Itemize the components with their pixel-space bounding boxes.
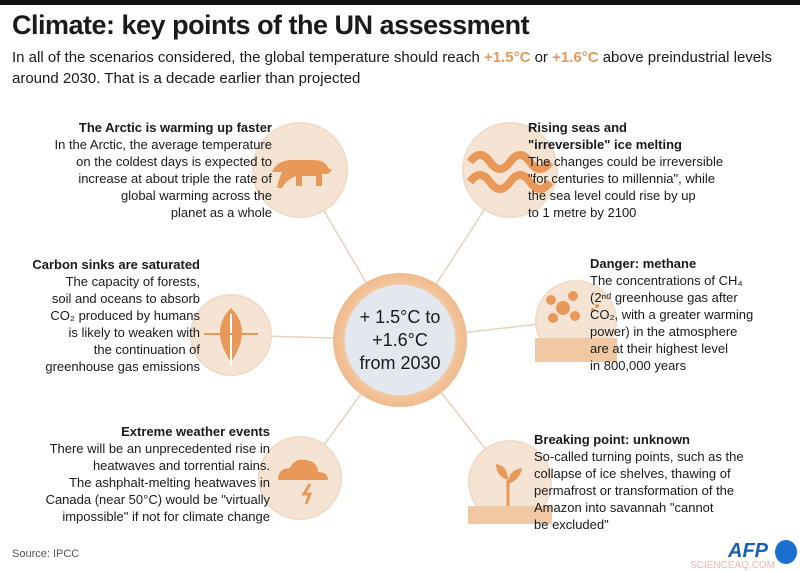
point-arctic: The Arctic is warming up faster In the A… <box>54 119 272 221</box>
point-text: is likely to weaken with <box>68 325 201 340</box>
subtitle: In all of the scenarios considered, the … <box>12 47 792 89</box>
highlight-1-6: +1.6°C <box>552 49 599 66</box>
polar-bear-icon <box>252 122 348 218</box>
globe: + 1.5°C to +1.6°C from 2030 <box>345 285 455 395</box>
point-title: Rising seas and <box>528 120 627 135</box>
storm-cloud-icon <box>258 436 342 520</box>
point-title: "irreversible" ice melting <box>528 137 682 152</box>
center-line: + 1.5°C to <box>359 306 441 327</box>
point-text: greenhouse gas emissions <box>45 359 200 374</box>
point-text: soil and oceans to absorb <box>51 291 200 306</box>
subtitle-text: In all of the scenarios considered, the … <box>12 49 484 66</box>
watermark: SCIENCEAQ.COM <box>690 560 776 571</box>
point-title: Carbon sinks are saturated <box>32 257 200 272</box>
point-text: are at their highest level <box>590 341 729 356</box>
point-text: global warming across the <box>120 188 272 203</box>
center-line: +1.6°C <box>372 329 428 350</box>
point-text: the sea level could rise by up <box>528 188 696 203</box>
source-note: Source: IPCC <box>12 548 80 560</box>
point-text: increase at about triple the rate of <box>78 171 272 186</box>
point-title: Breaking point: unknown <box>534 432 690 447</box>
point-title: Danger: methane <box>590 256 697 271</box>
waves-icon <box>462 122 558 218</box>
point-text: CO₂ produced by humans <box>50 308 200 323</box>
point-title: The Arctic is warming up faster <box>78 120 272 135</box>
point-text: the continuation of <box>93 342 200 357</box>
dry-plant-icon <box>468 440 552 524</box>
subtitle-text: above preindustrial levels around 2030. … <box>12 49 772 87</box>
point-text: in 800,000 years <box>590 358 687 373</box>
point-text: power) in the atmosphere <box>590 324 738 339</box>
center-temperature-badge: + 1.5°C to +1.6°C from 2030 <box>333 273 467 407</box>
leaf-icon <box>190 294 272 376</box>
afp-logo-dot <box>775 540 797 564</box>
point-text: be excluded" <box>534 517 609 532</box>
point-text: (2ⁿᵈ greenhouse gas after <box>590 290 738 305</box>
point-text: heatwaves and torrential rains. <box>92 458 270 473</box>
point-text: The ashphalt-melting heatwaves in <box>69 475 270 490</box>
point-text: to 1 metre by 2100 <box>528 205 637 220</box>
top-bar <box>0 0 800 5</box>
point-text: So-called turning points, such as the <box>534 449 744 464</box>
point-text: Canada (near 50°C) would be "virtually <box>45 492 270 507</box>
point-carbon: Carbon sinks are saturated The capacity … <box>32 256 200 375</box>
point-text: permafrost or transformation of the <box>534 483 735 498</box>
page-title: Climate: key points of the UN assessment <box>12 10 530 40</box>
afp-logo: AFP <box>728 540 768 562</box>
point-text: "for centuries to millennia", while <box>528 171 715 186</box>
highlight-1-5: +1.5°C <box>483 49 531 66</box>
point-text: The concentrations of CH₄ <box>590 273 743 288</box>
molecule-icon <box>535 280 617 362</box>
point-text: In the Arctic, the average temperature <box>54 137 272 152</box>
point-text: The capacity of forests, <box>65 274 200 289</box>
point-title: Extreme weather events <box>121 424 270 439</box>
point-text: There will be an unprecedented rise in <box>49 441 270 456</box>
point-methane: Danger: methane The concentrations of CH… <box>590 255 753 374</box>
point-text: CO₂, with a greater warming <box>590 307 754 322</box>
point-text: Amazon into savannah "cannot <box>534 500 714 515</box>
point-text: impossible" if not for climate change <box>62 509 270 524</box>
point-text: collapse of ice shelves, thawing of <box>534 466 731 481</box>
point-text: The changes could be irreversible <box>528 154 724 169</box>
point-text: on the coldest days is expected to <box>76 154 272 169</box>
point-breaking: Breaking point: unknown So-called turnin… <box>534 431 744 533</box>
center-line: from 2030 <box>359 352 441 373</box>
point-weather: Extreme weather events There will be an … <box>46 423 270 525</box>
subtitle-text: or <box>530 49 553 66</box>
point-text: planet as a whole <box>170 205 272 220</box>
point-seas: Rising seas and "irreversible" ice melti… <box>528 119 723 221</box>
